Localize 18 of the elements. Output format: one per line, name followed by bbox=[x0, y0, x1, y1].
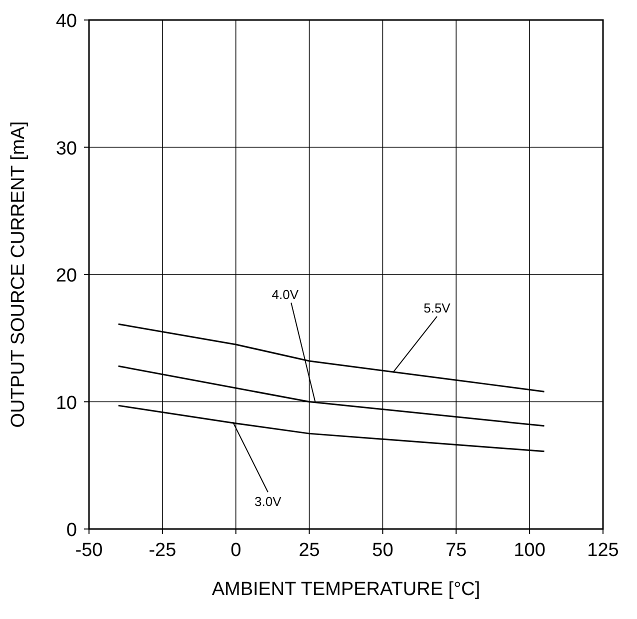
x-tick-label: -50 bbox=[75, 540, 103, 561]
annotation: 5.5V bbox=[424, 300, 451, 316]
x-tick-label: 125 bbox=[587, 540, 619, 561]
x-tick-label: -25 bbox=[148, 540, 176, 561]
y-tick-label: 0 bbox=[66, 520, 77, 541]
x-tick-label: 75 bbox=[446, 540, 467, 561]
y-tick-label: 30 bbox=[56, 138, 77, 160]
annotation: 4.0V bbox=[272, 286, 299, 302]
x-tick-label: 25 bbox=[298, 540, 320, 561]
y-tick-label: 20 bbox=[56, 266, 77, 286]
y-axis-title: OUTPUT SOURCE CURRENT [mA] bbox=[8, 121, 29, 428]
y-tick-label: 10 bbox=[56, 392, 77, 414]
x-axis-title: AMBIENT TEMPERATURE [°C] bbox=[212, 579, 480, 600]
annotation: 3.0V bbox=[254, 494, 282, 510]
x-tick-label: 0 bbox=[230, 540, 242, 561]
x-tick-label: 100 bbox=[514, 540, 546, 561]
y-tick-label: 40 bbox=[56, 11, 77, 32]
x-tick-label: 50 bbox=[372, 540, 394, 561]
